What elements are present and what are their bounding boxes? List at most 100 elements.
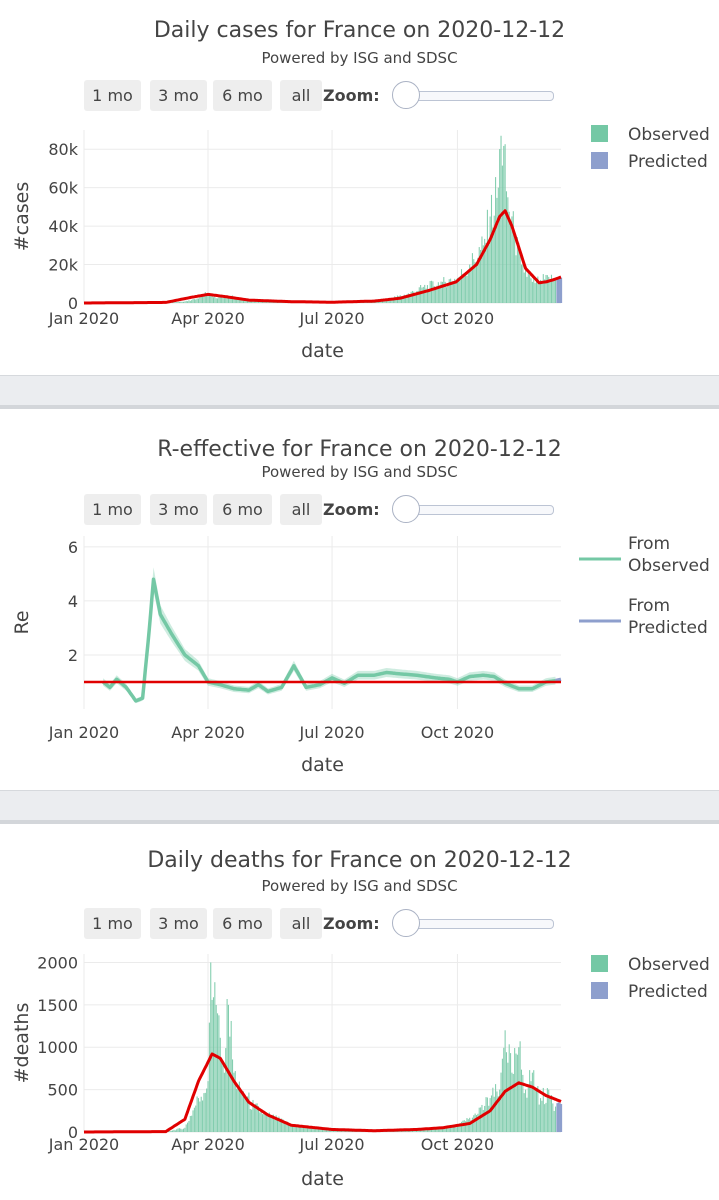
observed-bar xyxy=(317,1128,319,1132)
observed-bar xyxy=(546,275,548,303)
range-button-1mo[interactable]: 1 mo xyxy=(84,908,141,939)
observed-bar xyxy=(531,1072,533,1132)
observed-bar xyxy=(440,281,442,303)
y-tick-label: 0 xyxy=(68,294,78,313)
observed-bar xyxy=(263,301,265,303)
observed-bar xyxy=(301,1126,303,1132)
observed-bar xyxy=(275,1115,277,1132)
observed-bar xyxy=(486,1097,488,1132)
observed-bar xyxy=(289,1123,291,1132)
observed-bar xyxy=(285,1123,287,1132)
observed-bar xyxy=(421,287,423,303)
x-tick-label: Jul 2020 xyxy=(298,723,364,742)
range-button-1mo[interactable]: 1 mo xyxy=(84,80,141,111)
observed-bar xyxy=(510,1053,512,1132)
predicted-bar xyxy=(560,1104,563,1132)
observed-bar xyxy=(172,302,174,303)
observed-bar xyxy=(445,1127,448,1132)
range-button-all[interactable]: all xyxy=(280,80,322,111)
range-button-3mo[interactable]: 3 mo xyxy=(150,80,207,111)
observed-bar xyxy=(416,291,418,303)
observed-bar xyxy=(540,1098,542,1132)
range-button-6mo[interactable]: 6 mo xyxy=(213,908,272,939)
zoom-label: Zoom: xyxy=(323,86,380,105)
observed-bar xyxy=(300,1126,302,1132)
observed-bar xyxy=(428,290,430,303)
observed-bar xyxy=(454,278,456,303)
observed-bar xyxy=(207,1081,209,1132)
range-button-all[interactable]: all xyxy=(280,494,322,525)
observed-bar xyxy=(459,276,461,303)
range-button-3mo[interactable]: 3 mo xyxy=(150,908,207,939)
observed-bar xyxy=(248,1092,250,1132)
observed-bar xyxy=(529,275,531,303)
observed-bar xyxy=(202,296,204,303)
observed-bar xyxy=(480,1107,482,1132)
range-button-1mo[interactable]: 1 mo xyxy=(84,494,141,525)
zoom-slider-handle[interactable] xyxy=(392,909,420,937)
observed-bar xyxy=(465,1121,467,1132)
chart-subtitle: Powered by ISG and SDSC xyxy=(261,49,458,67)
observed-bar xyxy=(187,301,189,303)
observed-bar xyxy=(212,997,215,1132)
trend-line xyxy=(83,1052,562,1134)
observed-bar xyxy=(456,1125,458,1132)
observed-bar xyxy=(520,264,523,303)
observed-bar xyxy=(203,1093,205,1132)
range-button-6mo[interactable]: 6 mo xyxy=(213,494,272,525)
observed-bar xyxy=(245,1099,247,1132)
observed-bar xyxy=(541,1100,543,1132)
observed-bar xyxy=(218,296,220,303)
observed-bar xyxy=(214,295,216,303)
observed-bar xyxy=(185,1124,187,1132)
observed-bar xyxy=(429,1128,431,1132)
observed-bar xyxy=(263,1110,265,1132)
observed-bar xyxy=(496,1091,498,1132)
zoom-slider-handle[interactable] xyxy=(392,81,420,109)
y-tick-label: 1500 xyxy=(37,996,78,1015)
y-tick-label: 60k xyxy=(48,179,78,198)
observed-bar xyxy=(206,1088,208,1132)
observed-bar xyxy=(253,1106,255,1132)
observed-bar xyxy=(259,1112,261,1132)
observed-bar xyxy=(477,257,479,303)
observed-bar xyxy=(436,285,438,303)
observed-bar xyxy=(184,301,186,303)
observed-bar xyxy=(283,1120,285,1132)
x-tick-label: Apr 2020 xyxy=(171,1135,244,1154)
observed-bar xyxy=(174,1130,176,1132)
observed-bar xyxy=(338,1130,340,1132)
observed-bar xyxy=(309,1127,311,1132)
observed-bar xyxy=(226,295,228,303)
observed-bar xyxy=(429,281,431,303)
x-axis-title: date xyxy=(301,1168,344,1190)
observed-bar xyxy=(262,1114,264,1132)
observed-bar xyxy=(406,294,408,303)
observed-bar xyxy=(241,299,243,303)
observed-bar xyxy=(526,1097,528,1132)
observed-bar xyxy=(287,1123,289,1132)
observed-bar xyxy=(221,1061,223,1132)
observed-bar xyxy=(342,1130,344,1132)
observed-bar xyxy=(211,999,213,1132)
observed-bar xyxy=(430,280,433,303)
observed-bar xyxy=(430,1129,433,1132)
range-button-all[interactable]: all xyxy=(280,908,322,939)
zoom-label: Zoom: xyxy=(323,914,380,933)
observed-bar xyxy=(215,1005,217,1132)
range-button-6mo[interactable]: 6 mo xyxy=(213,80,272,111)
zoom-slider-handle[interactable] xyxy=(392,495,420,523)
deaths-chart: 0 500 1000 1500 2000 Jan 2020 Apr 2020 Jul 2020… xyxy=(11,953,710,1190)
observed-bar xyxy=(233,1072,235,1132)
observed-bar xyxy=(296,1124,298,1132)
observed-bar xyxy=(229,295,231,303)
range-button-3mo[interactable]: 3 mo xyxy=(150,494,207,525)
observed-bar xyxy=(294,1124,296,1132)
legend-label-predicted: Predicted xyxy=(628,152,708,172)
x-tick-label: Apr 2020 xyxy=(171,723,244,742)
observed-bar xyxy=(511,1072,513,1132)
observed-bar xyxy=(437,1127,439,1132)
observed-bar xyxy=(537,1086,539,1132)
x-tick-label: Jan 2020 xyxy=(48,309,119,328)
